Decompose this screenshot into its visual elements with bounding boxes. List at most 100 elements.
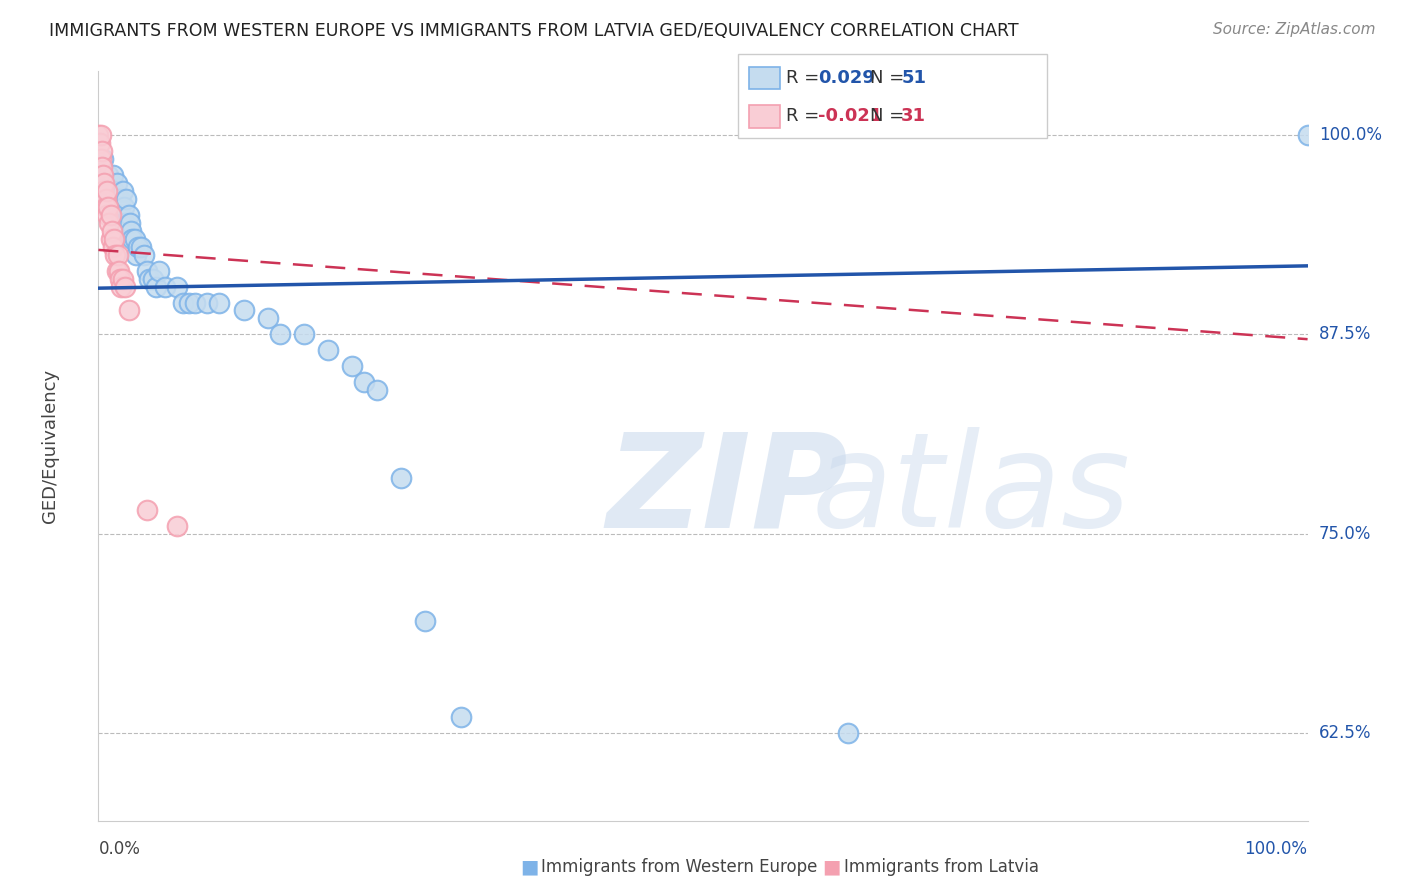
- Point: [232, 303, 254, 318]
- Point: [110, 208, 132, 222]
- Text: 87.5%: 87.5%: [1319, 326, 1371, 343]
- Point: [120, 224, 142, 238]
- Point: [135, 263, 157, 277]
- Point: [94, 200, 117, 214]
- Point: [96, 184, 118, 198]
- Point: [124, 232, 146, 246]
- Point: [91, 184, 114, 198]
- Point: [98, 216, 121, 230]
- Point: [111, 184, 134, 198]
- Point: [135, 502, 157, 516]
- Point: [115, 192, 138, 206]
- Text: Immigrants from Latvia: Immigrants from Latvia: [844, 858, 1039, 876]
- Point: [97, 200, 120, 214]
- Point: [100, 176, 122, 190]
- Point: [269, 327, 291, 342]
- Point: [184, 295, 207, 310]
- Point: [94, 192, 117, 206]
- Point: [94, 176, 117, 190]
- Point: [366, 383, 388, 397]
- Point: [142, 271, 165, 285]
- Text: 0.029: 0.029: [818, 69, 875, 87]
- Point: [166, 279, 188, 293]
- Point: [91, 144, 114, 158]
- Point: [114, 279, 136, 293]
- Point: [121, 232, 143, 246]
- Point: [353, 376, 375, 390]
- Point: [91, 152, 114, 166]
- Point: [316, 343, 339, 358]
- Point: [108, 271, 131, 285]
- Text: 75.0%: 75.0%: [1319, 524, 1371, 542]
- Point: [108, 263, 131, 277]
- Point: [105, 263, 128, 277]
- Text: R =: R =: [786, 107, 825, 125]
- Point: [98, 184, 121, 198]
- Point: [87, 128, 110, 142]
- Point: [103, 232, 125, 246]
- Point: [100, 224, 122, 238]
- Point: [172, 295, 194, 310]
- Point: [389, 471, 412, 485]
- Point: [96, 208, 118, 222]
- Text: atlas: atlas: [811, 427, 1130, 555]
- Point: [153, 279, 176, 293]
- Point: [450, 710, 472, 724]
- Point: [110, 279, 132, 293]
- Point: [91, 168, 114, 182]
- Point: [129, 240, 152, 254]
- Point: [111, 271, 134, 285]
- Text: Immigrants from Western Europe: Immigrants from Western Europe: [541, 858, 818, 876]
- Point: [90, 152, 112, 166]
- Point: [342, 359, 364, 374]
- Point: [118, 303, 141, 318]
- Text: ■: ■: [520, 857, 538, 877]
- Point: [292, 327, 315, 342]
- Point: [145, 279, 167, 293]
- Point: [114, 216, 136, 230]
- Point: [134, 248, 156, 262]
- Point: [90, 128, 112, 142]
- Point: [105, 176, 128, 190]
- Point: [101, 240, 124, 254]
- Point: [101, 168, 124, 182]
- Point: [97, 168, 120, 182]
- Point: [208, 295, 231, 310]
- Point: [108, 192, 131, 206]
- Text: IMMIGRANTS FROM WESTERN EUROPE VS IMMIGRANTS FROM LATVIA GED/EQUIVALENCY CORRELA: IMMIGRANTS FROM WESTERN EUROPE VS IMMIGR…: [49, 22, 1019, 40]
- Text: N =: N =: [870, 107, 910, 125]
- Point: [90, 168, 112, 182]
- Text: ZIP: ZIP: [606, 427, 848, 555]
- Point: [138, 271, 160, 285]
- Point: [118, 208, 141, 222]
- Text: 100.0%: 100.0%: [1319, 126, 1382, 145]
- Point: [1296, 128, 1319, 142]
- Point: [100, 208, 122, 222]
- Point: [179, 295, 201, 310]
- Point: [127, 240, 149, 254]
- Point: [118, 216, 141, 230]
- Text: 51: 51: [901, 69, 927, 87]
- Point: [166, 518, 188, 533]
- Text: 31: 31: [901, 107, 927, 125]
- Point: [148, 263, 170, 277]
- Point: [413, 615, 436, 629]
- Point: [104, 248, 127, 262]
- Text: GED/Equivalency: GED/Equivalency: [41, 369, 59, 523]
- Text: Source: ZipAtlas.com: Source: ZipAtlas.com: [1212, 22, 1375, 37]
- Point: [107, 192, 129, 206]
- Point: [112, 200, 135, 214]
- Point: [256, 311, 278, 326]
- Point: [100, 232, 122, 246]
- Text: ■: ■: [823, 857, 841, 877]
- Point: [837, 726, 859, 740]
- Text: 0.0%: 0.0%: [98, 839, 141, 858]
- Point: [107, 248, 129, 262]
- Text: 100.0%: 100.0%: [1244, 839, 1308, 858]
- Text: 62.5%: 62.5%: [1319, 724, 1371, 742]
- Point: [93, 176, 115, 190]
- Text: N =: N =: [870, 69, 910, 87]
- Point: [89, 136, 111, 150]
- Point: [91, 160, 114, 174]
- Text: R =: R =: [786, 69, 825, 87]
